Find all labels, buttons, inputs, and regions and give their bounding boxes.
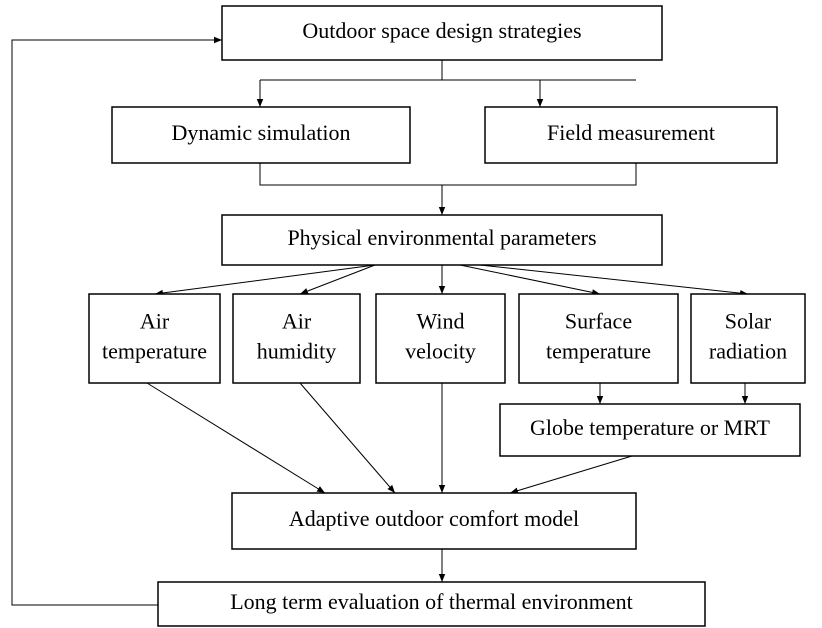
node-label: Outdoor space design strategies — [302, 18, 581, 43]
arrow — [509, 455, 633, 494]
split-line — [260, 60, 636, 81]
node-box — [231, 492, 637, 550]
node-label: Long term evaluation of thermal environm… — [230, 589, 633, 614]
arrow — [146, 382, 326, 494]
connectors — [11, 36, 749, 606]
nodes: Outdoor space design strategies Dynamic s… — [88, 5, 806, 627]
node-label: Field measurement — [547, 120, 715, 145]
node-label: temperature — [546, 339, 651, 364]
arrow — [299, 264, 376, 295]
node-label: Solar — [725, 309, 772, 334]
node-box — [157, 581, 706, 627]
node-box — [88, 293, 221, 384]
node-label: velocity — [405, 339, 476, 364]
merge-line — [259, 163, 637, 186]
node-box — [518, 293, 679, 384]
node-box — [221, 214, 663, 266]
node-label: temperature — [102, 339, 207, 364]
node-label: Dynamic simulation — [171, 120, 350, 145]
node-box — [499, 403, 801, 457]
node-label: Air — [140, 309, 170, 334]
node-label: Wind — [417, 309, 465, 334]
node-box — [111, 106, 411, 164]
arrow — [154, 264, 376, 297]
node-box — [484, 106, 778, 164]
feedback-arrow — [11, 36, 222, 606]
node-label: Surface — [565, 309, 632, 334]
arrow — [479, 264, 749, 297]
node-label: radiation — [709, 339, 787, 364]
node-box — [375, 293, 506, 384]
node-label: Globe temperature or MRT — [530, 415, 771, 440]
node-box — [232, 293, 361, 384]
node-box — [221, 5, 663, 61]
arrow — [459, 264, 601, 296]
arrow — [299, 382, 396, 494]
node-label: Air — [282, 309, 312, 334]
node-label: Adaptive outdoor comfort model — [289, 506, 579, 531]
node-box — [690, 293, 806, 384]
node-label: humidity — [257, 339, 336, 364]
node-label: Physical environmental parameters — [287, 225, 596, 250]
